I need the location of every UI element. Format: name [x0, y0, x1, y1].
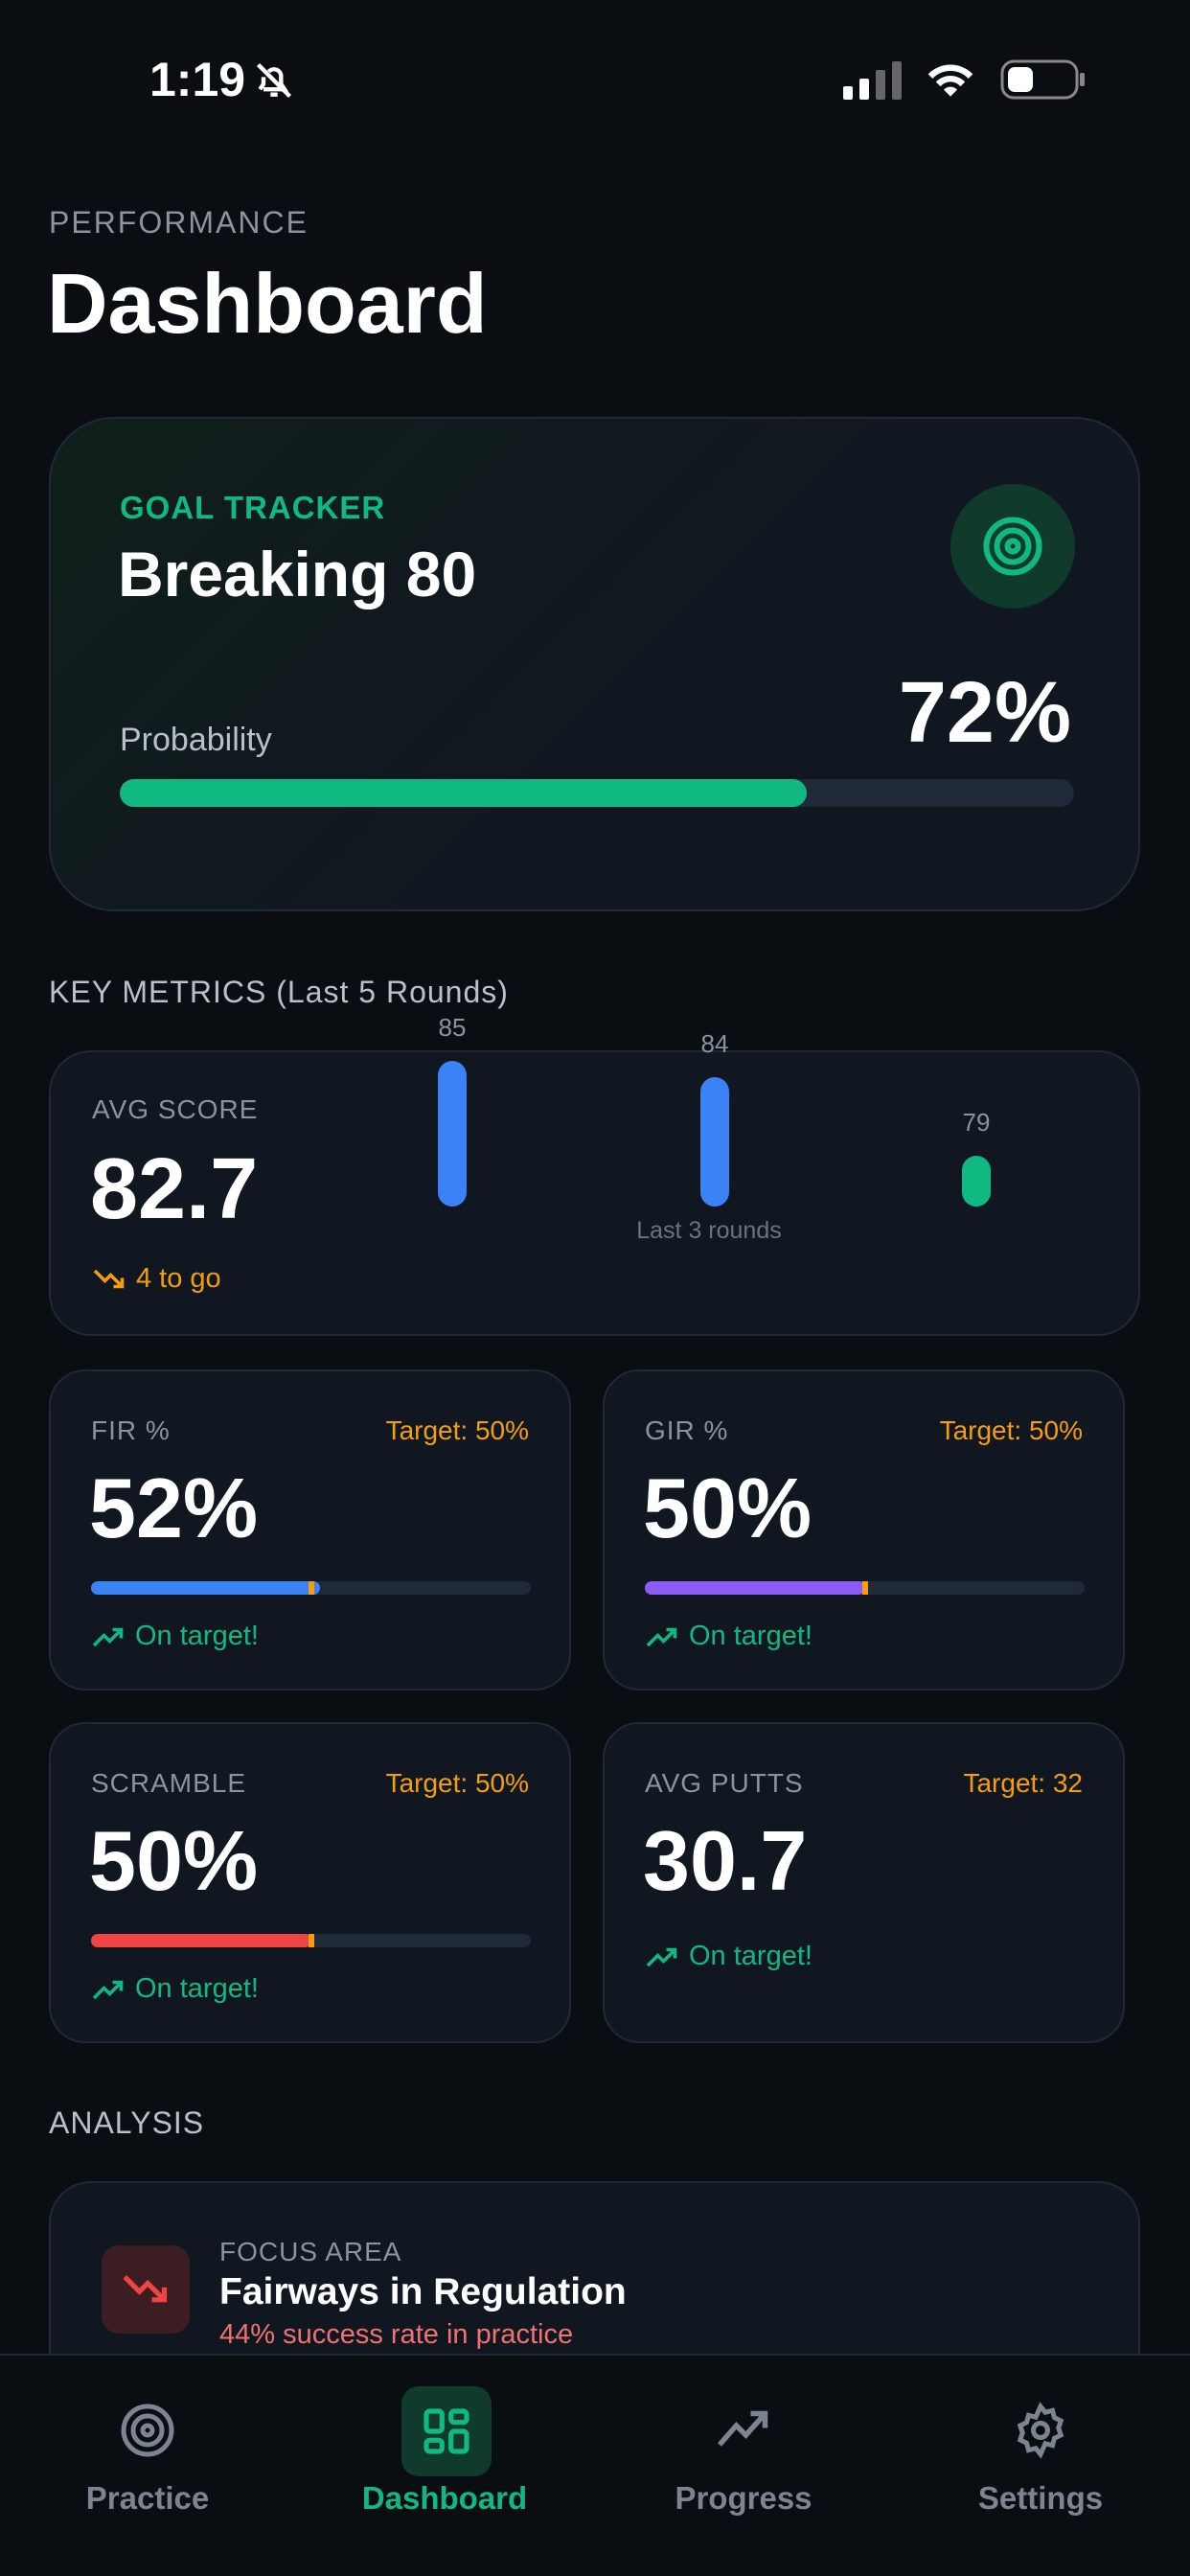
tab-label: Dashboard — [361, 2480, 528, 2516]
metric-label: SCRAMBLE — [91, 1768, 247, 1798]
score-bar-label: 85 — [438, 1013, 467, 1042]
goal-title: Breaking 80 — [118, 539, 477, 610]
target-icon — [121, 2404, 174, 2457]
trending-down-icon — [93, 1269, 125, 1288]
gear-icon — [1017, 2402, 1064, 2459]
metric-target: Target: 50% — [939, 1415, 1083, 1445]
score-bar-label: 79 — [962, 1108, 991, 1137]
metric-label: GIR % — [645, 1415, 729, 1445]
metric-value: 50% — [643, 1460, 812, 1555]
focus-eyebrow: FOCUS AREA — [219, 2237, 402, 2266]
metric-value: 50% — [89, 1813, 259, 1908]
page-eyebrow: PERFORMANCE — [49, 205, 309, 240]
goal-tracker-card[interactable]: GOAL TRACKER Breaking 80 Probability 72% — [49, 417, 1140, 911]
score-bar — [438, 1061, 467, 1207]
signal-icon — [843, 61, 902, 100]
avg-score-delta-text: 4 to go — [136, 1263, 221, 1294]
target-icon — [950, 484, 1075, 609]
trending-down-icon — [102, 2245, 190, 2334]
avg-score-value: 82.7 — [90, 1141, 259, 1237]
bars-caption: Last 3 rounds — [636, 1217, 782, 1244]
probability-label: Probability — [120, 722, 272, 758]
trending-up-icon — [646, 1627, 677, 1646]
dashboard-icon — [401, 2386, 492, 2476]
metric-status-text: On target! — [135, 1621, 259, 1651]
avg-score-card[interactable]: AVG SCORE 82.7 4 to go 85 84 79 Last 3 r… — [49, 1013, 1140, 1336]
target-marker — [308, 1934, 314, 1947]
tab-label: Settings — [977, 2480, 1104, 2516]
score-bar — [700, 1076, 729, 1207]
metric-progress-bar — [91, 1934, 531, 1947]
status-time: 1:19 — [149, 53, 246, 106]
wifi-icon — [927, 64, 973, 97]
metric-status-text: On target! — [689, 1621, 812, 1651]
metric-status-text: On target! — [135, 1973, 259, 2004]
metric-card[interactable]: AVG PUTTS Target: 32 30.7 On target! — [603, 1722, 1125, 2043]
score-bar-label: 84 — [700, 1028, 729, 1058]
avg-score-label: AVG SCORE — [92, 1094, 259, 1124]
metric-status: On target! — [91, 1621, 259, 1652]
metric-target: Target: 32 — [963, 1768, 1083, 1798]
metric-target: Target: 50% — [385, 1415, 529, 1445]
probability-value: 72% — [898, 665, 1071, 761]
trending-up-icon — [92, 1627, 124, 1646]
metric-card[interactable]: FIR % Target: 50% 52% On target! — [49, 1369, 571, 1690]
metric-label: AVG PUTTS — [645, 1768, 804, 1798]
metric-label: FIR % — [91, 1415, 171, 1445]
tab-label: Progress — [675, 2480, 812, 2516]
metric-value: 52% — [89, 1460, 259, 1555]
trending-up-icon — [717, 2410, 768, 2447]
score-bar — [962, 1156, 991, 1207]
target-marker — [861, 1581, 868, 1595]
goal-eyebrow: GOAL TRACKER — [120, 490, 386, 525]
tab-label: Practice — [85, 2480, 210, 2516]
analysis-heading: ANALYSIS — [49, 2105, 205, 2140]
tab-bar — [0, 2354, 1190, 2576]
metric-status-text: On target! — [689, 1941, 812, 1971]
metric-card[interactable]: GIR % Target: 50% 50% On target! — [603, 1369, 1125, 1690]
metric-progress-fill — [645, 1581, 865, 1595]
metric-progress-fill — [91, 1934, 311, 1947]
metric-status: On target! — [645, 1621, 812, 1652]
battery-icon — [1000, 59, 1085, 100]
metric-card[interactable]: SCRAMBLE Target: 50% 50% On target! — [49, 1722, 571, 2043]
page-title: Dashboard — [47, 256, 488, 351]
metric-progress-bar — [91, 1581, 531, 1595]
target-marker — [308, 1581, 314, 1595]
metric-target: Target: 50% — [385, 1768, 529, 1798]
metric-progress-bar — [645, 1581, 1085, 1595]
bell-muted-icon — [256, 62, 292, 99]
metric-progress-fill — [91, 1581, 320, 1595]
focus-subtitle: 44% success rate in practice — [219, 2319, 574, 2350]
metric-status: On target! — [91, 1973, 259, 2005]
probability-bar — [120, 779, 1074, 807]
trending-up-icon — [92, 1980, 124, 1999]
metric-value: 30.7 — [643, 1813, 808, 1908]
key-metrics-heading: KEY METRICS (Last 5 Rounds) — [49, 975, 509, 1009]
metric-status: On target! — [645, 1941, 812, 1972]
avg-score-delta: 4 to go — [92, 1263, 221, 1295]
trending-up-icon — [646, 1947, 677, 1966]
focus-title: Fairways in Regulation — [219, 2271, 627, 2312]
